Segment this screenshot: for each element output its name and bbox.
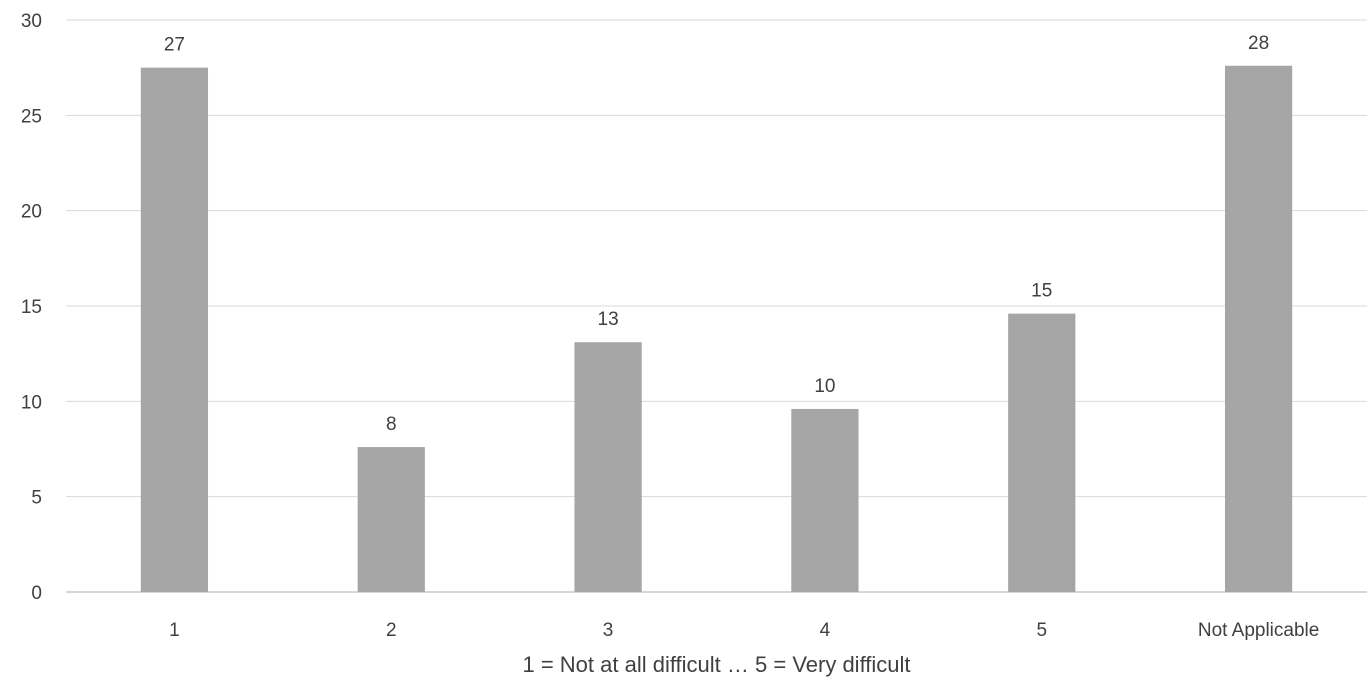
data-label: 13 <box>598 309 619 330</box>
y-tick-label: 15 <box>21 297 42 318</box>
y-tick-label: 10 <box>21 392 42 413</box>
y-tick-label: 20 <box>21 202 42 223</box>
x-tick-label: Not Applicable <box>1198 620 1319 641</box>
x-tick-label: 4 <box>820 620 831 641</box>
bar <box>1008 313 1076 592</box>
data-label: 10 <box>814 376 835 397</box>
data-labels: 27 8 13 10 15 28 <box>164 33 1269 435</box>
data-label: 8 <box>386 414 397 435</box>
bar <box>1224 65 1293 592</box>
y-tick-label: 0 <box>31 583 42 604</box>
bars <box>140 65 1293 592</box>
bar <box>791 408 859 592</box>
gridlines <box>66 19 1367 593</box>
bar <box>574 342 642 592</box>
x-tick-label: 3 <box>603 620 614 641</box>
x-axis-ticks: 1 2 3 4 5 Not Applicable <box>169 620 1319 641</box>
y-tick-label: 25 <box>21 106 42 127</box>
bar <box>140 67 209 592</box>
data-label: 28 <box>1248 33 1269 54</box>
y-axis-ticks: 0 5 10 15 20 25 30 <box>21 11 42 604</box>
x-axis-title: 1 = Not at all difficult … 5 = Very diff… <box>522 652 910 677</box>
x-tick-label: 1 <box>169 620 180 641</box>
bar <box>357 447 425 592</box>
x-tick-label: 5 <box>1036 620 1047 641</box>
data-label: 27 <box>164 35 185 56</box>
x-tick-label: 2 <box>386 620 397 641</box>
y-tick-label: 5 <box>31 488 42 509</box>
data-label: 15 <box>1031 281 1052 302</box>
y-tick-label: 30 <box>21 11 42 32</box>
